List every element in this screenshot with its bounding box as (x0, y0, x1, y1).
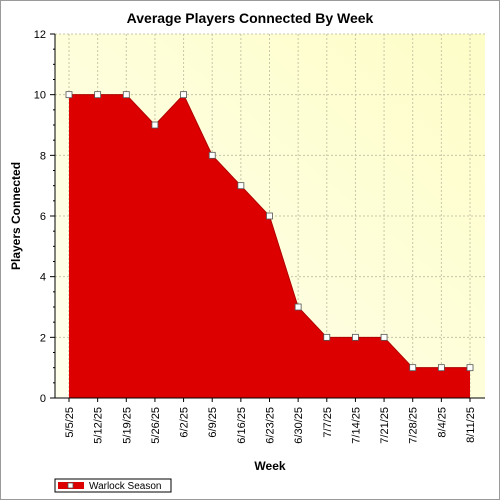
data-point-marker (294, 303, 302, 311)
data-point-marker (409, 364, 417, 372)
legend: Warlock Season (54, 478, 172, 493)
data-point-marker (180, 91, 187, 99)
data-point-marker (437, 364, 445, 372)
data-point-marker (380, 333, 388, 341)
y-tick-label: 0 (40, 393, 46, 405)
x-tick-label: 5/12/25 (93, 407, 105, 444)
x-tick-label: 5/26/25 (150, 407, 162, 444)
x-tick-label: 7/14/25 (350, 407, 362, 444)
legend-label: Warlock Season (89, 481, 161, 492)
x-tick-label: 8/11/25 (465, 407, 477, 443)
axes (50, 33, 485, 402)
y-tick-label: 4 (40, 272, 46, 284)
y-tick-label: 12 (34, 29, 46, 41)
data-point-marker (208, 151, 216, 159)
x-tick-label: 6/16/25 (236, 407, 248, 444)
x-tick-label: 7/7/25 (322, 407, 334, 438)
x-tick-label: 6/30/25 (293, 407, 305, 444)
y-tick-label: 10 (34, 90, 46, 102)
x-tick-label: 5/5/25 (64, 407, 76, 438)
x-tick-label: 7/21/25 (379, 407, 391, 444)
data-point-marker (94, 91, 102, 99)
data-point-marker (151, 121, 159, 129)
x-tick-label: 5/19/25 (121, 407, 133, 444)
y-tick-label: 6 (40, 211, 46, 223)
data-point-marker (122, 91, 130, 99)
x-tick-label: 8/4/25 (436, 407, 448, 438)
y-axis-title: Players Connected (9, 162, 23, 270)
x-axis-title: Week (254, 459, 285, 473)
y-tick-labels: 0 2 4 6 8 10 12 (34, 29, 46, 405)
chart-title: Average Players Connected By Week (127, 10, 374, 26)
x-tick-labels: 5/5/25 5/12/25 5/19/25 5/26/25 6/2/25 6/9/25 6… (64, 407, 477, 444)
x-tick-label: 6/9/25 (207, 407, 219, 438)
series-markers (65, 91, 474, 372)
data-point-marker (466, 364, 474, 372)
x-tick-label: 7/28/25 (408, 407, 420, 444)
data-point-marker (65, 91, 73, 99)
legend-marker (67, 482, 74, 489)
data-point-marker (323, 333, 331, 341)
data-point-marker (237, 182, 245, 190)
data-point-marker (352, 333, 359, 341)
y-tick-label: 8 (40, 150, 46, 162)
x-tick-label: 6/23/25 (265, 407, 277, 444)
series-area-fill (69, 94, 470, 399)
data-point-marker (266, 212, 273, 220)
y-tick-label: 2 (40, 332, 46, 344)
x-tick-label: 6/2/25 (179, 407, 191, 438)
